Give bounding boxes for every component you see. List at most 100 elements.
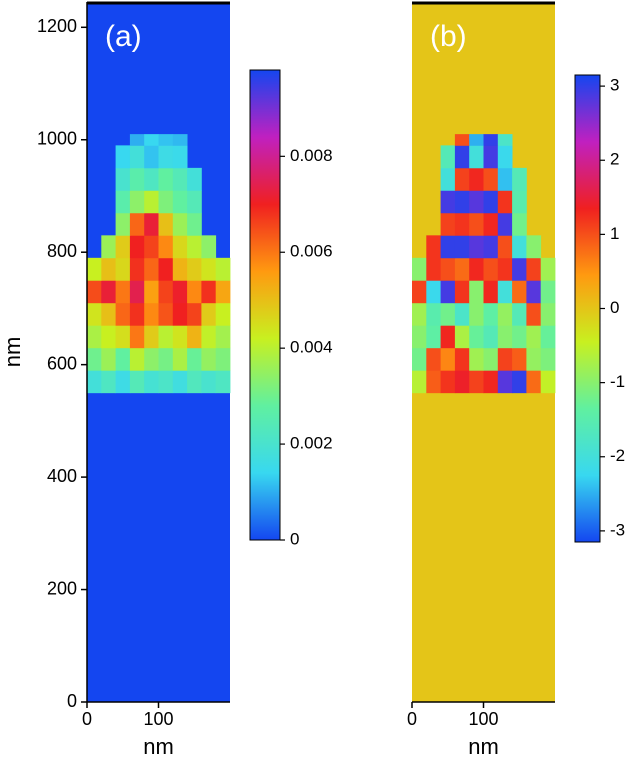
- heatmap-cell: [172, 370, 188, 394]
- heatmap-cell: [172, 325, 188, 349]
- heatmap-cell: [115, 190, 131, 214]
- heatmap-cell: [129, 257, 145, 281]
- x-tick-label: 0: [82, 709, 92, 729]
- heatmap-cell: [158, 145, 174, 169]
- heatmap-cell: [426, 257, 441, 281]
- heatmap-cell: [187, 302, 202, 326]
- heatmap-cell: [115, 325, 131, 349]
- heatmap-cell: [469, 280, 484, 304]
- heatmap-cell: [440, 167, 456, 191]
- heatmap-cell: [144, 347, 159, 371]
- heatmap-cell: [201, 302, 217, 326]
- heatmap-cell: [115, 257, 131, 281]
- heatmap-cell: [469, 145, 484, 169]
- colorbar-tick-label: 0: [610, 298, 619, 317]
- heatmap-cell: [172, 190, 188, 214]
- heatmap-cell: [454, 347, 470, 371]
- heatmap-cell: [172, 280, 188, 304]
- heatmap-cell: [526, 280, 542, 304]
- heatmap-cell: [497, 347, 513, 371]
- colorbar-tick-label: 1: [610, 224, 619, 243]
- heatmap-cell: [87, 280, 102, 304]
- colorbar-tick-label: 3: [610, 76, 619, 95]
- y-tick-label: 600: [47, 353, 77, 373]
- colorbar-tick-label: 0.006: [290, 242, 333, 261]
- heatmap-cell: [483, 325, 499, 349]
- heatmap-cell: [540, 280, 556, 304]
- heatmap-cell: [483, 134, 499, 146]
- x-axis-title: nm: [468, 734, 499, 759]
- heatmap-cell: [426, 280, 441, 304]
- y-axis-title: nm: [0, 337, 25, 368]
- heatmap-cell: [497, 370, 513, 394]
- heatmap-cell: [497, 167, 513, 191]
- heatmap-cell: [497, 190, 513, 214]
- heatmap-cell: [129, 235, 145, 259]
- colorbar-tick-label: 0: [290, 529, 299, 548]
- colorbar: [574, 74, 601, 543]
- heatmap-cell: [158, 190, 174, 214]
- heatmap-cell: [158, 167, 174, 191]
- heatmap-cell: [101, 370, 116, 394]
- heatmap-cell: [172, 167, 188, 191]
- heatmap-cell: [526, 257, 542, 281]
- heatmap-cell: [101, 302, 116, 326]
- heatmap-cell: [115, 212, 131, 236]
- heatmap-cell: [158, 134, 174, 146]
- y-tick-label: 400: [47, 466, 77, 486]
- heatmap-cell: [512, 235, 527, 259]
- heatmap-cell: [129, 347, 145, 371]
- heatmap-cell: [497, 145, 513, 169]
- heatmap-cell: [469, 190, 484, 214]
- heatmap-cell: [172, 134, 188, 146]
- heatmap-cell: [483, 347, 499, 371]
- heatmap-cell: [454, 167, 470, 191]
- heatmap-cell: [440, 257, 456, 281]
- heatmap-cell: [512, 190, 527, 214]
- heatmap-cell: [440, 212, 456, 236]
- heatmap-cell: [144, 212, 159, 236]
- heatmap-cell: [172, 302, 188, 326]
- heatmap-cell: [158, 370, 174, 394]
- heatmap-cell: [540, 325, 556, 349]
- heatmap-cell: [201, 370, 217, 394]
- heatmap-cell: [115, 370, 131, 394]
- colorbar-tick-label: 0.002: [290, 434, 333, 453]
- heatmap-cell: [497, 302, 513, 326]
- heatmap-cell: [158, 257, 174, 281]
- heatmap-cell: [87, 302, 102, 326]
- heatmap-cell: [187, 347, 202, 371]
- heatmap-cell: [440, 145, 456, 169]
- heatmap-cell: [469, 235, 484, 259]
- heatmap-cell: [526, 302, 542, 326]
- panel-label: (b): [430, 20, 467, 53]
- heatmap-cell: [101, 280, 116, 304]
- heatmap-cell: [87, 257, 102, 281]
- heatmap-cell: [540, 257, 556, 281]
- heatmap-cell: [201, 257, 217, 281]
- heatmap-cell: [144, 280, 159, 304]
- heatmap-cell: [412, 370, 427, 394]
- heatmap-cell: [512, 167, 527, 191]
- heatmap-cell: [483, 370, 499, 394]
- heatmap-cell: [469, 134, 484, 146]
- heatmap-cell: [115, 167, 131, 191]
- heatmap-cell: [469, 347, 484, 371]
- heatmap-cell: [469, 325, 484, 349]
- heatmap-cell: [158, 347, 174, 371]
- heatmap-cell: [144, 235, 159, 259]
- y-tick-label: 1000: [37, 129, 77, 149]
- heatmap-cell: [129, 134, 145, 146]
- heatmap-cell: [426, 347, 441, 371]
- heatmap-cell: [115, 347, 131, 371]
- colorbar-tick-label: 0.008: [290, 146, 333, 165]
- heatmap-cell: [215, 370, 231, 394]
- heatmap-cell: [187, 235, 202, 259]
- heatmap-cell: [440, 280, 456, 304]
- heatmap-cell: [129, 325, 145, 349]
- heatmap-cell: [526, 347, 542, 371]
- heatmap-cell: [454, 257, 470, 281]
- heatmap-cell: [497, 134, 513, 146]
- heatmap-cell: [144, 370, 159, 394]
